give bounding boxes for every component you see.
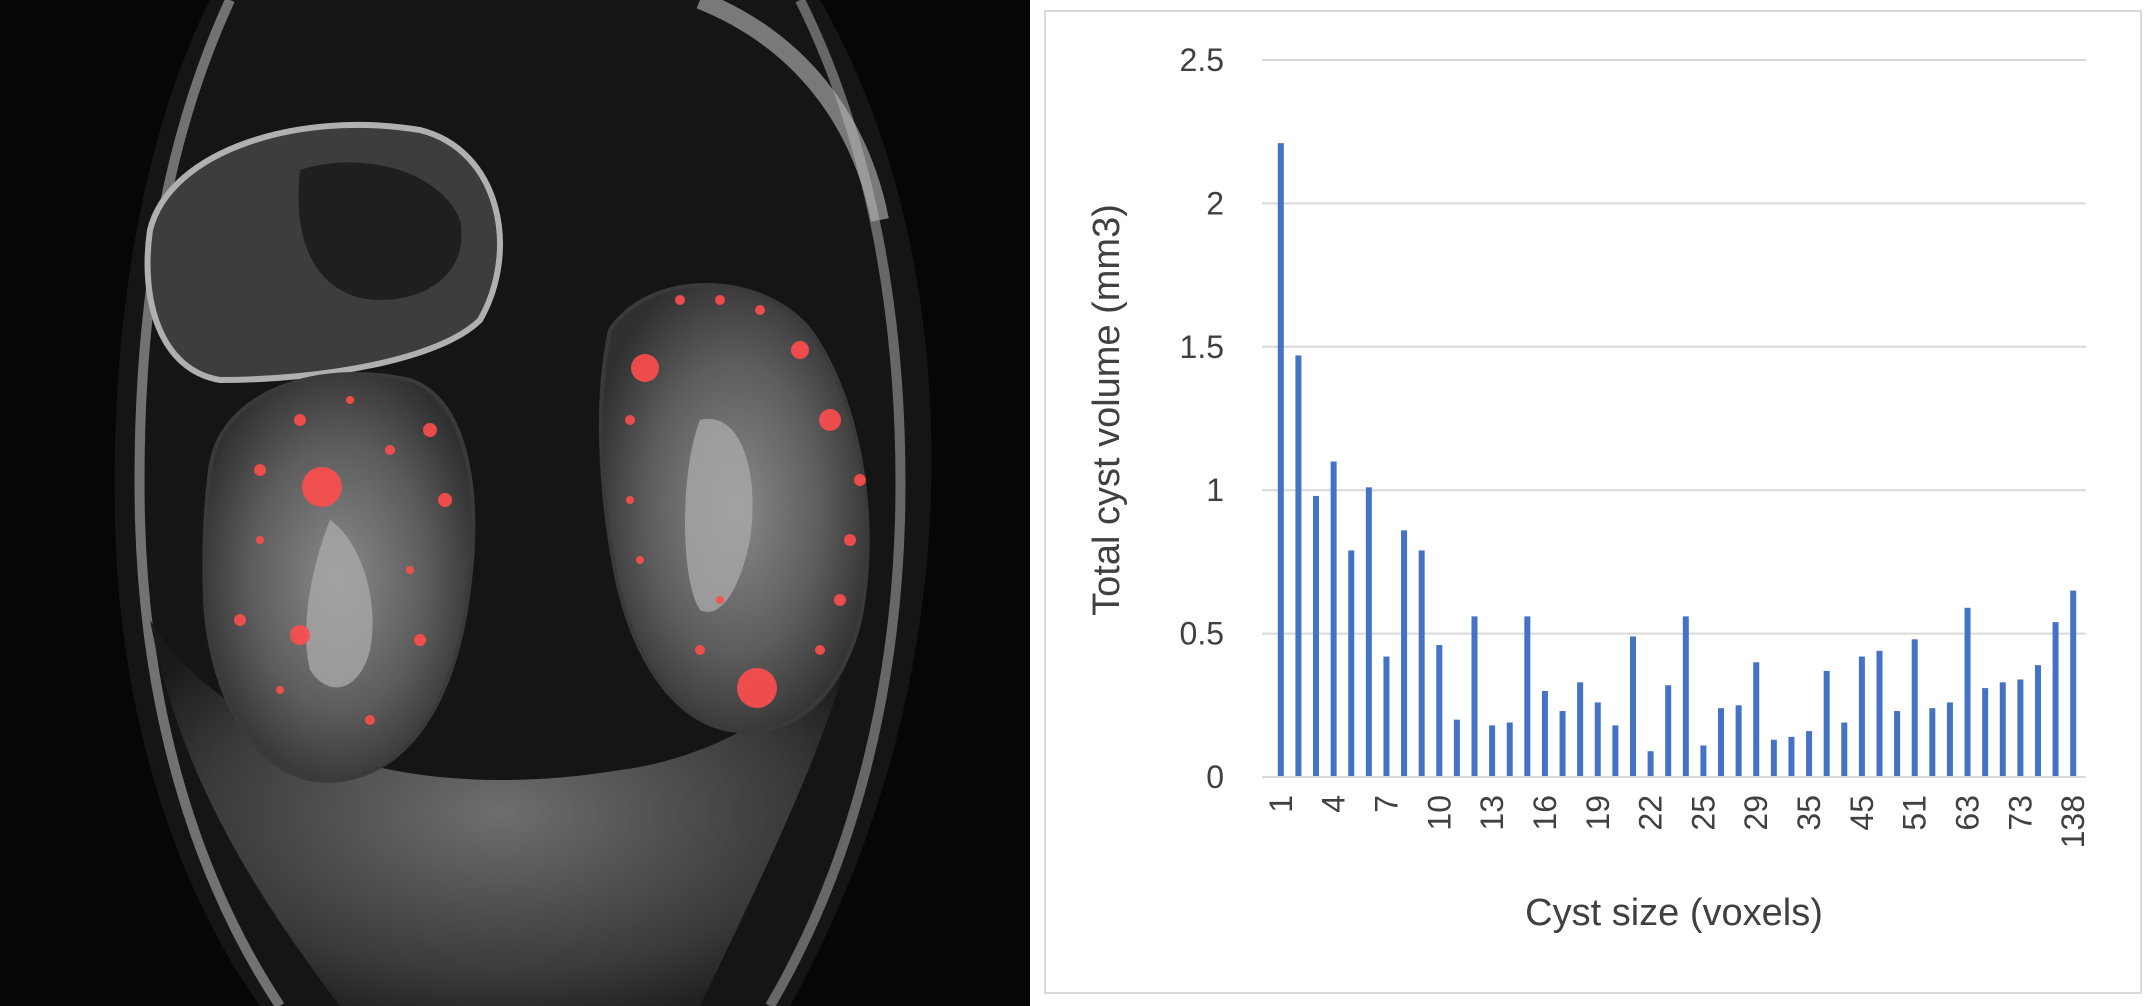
bar (1999, 682, 2006, 777)
bar (1753, 662, 1760, 777)
x-tick-label: 19 (1580, 795, 1616, 831)
x-tick-labels: 1 4 7 10 13 16 19 22 25 29 35 45 51 63 73 138 (1263, 795, 2091, 848)
x-tick-label: 35 (1791, 795, 1827, 831)
y-tick-label: 2.5 (1180, 42, 1224, 78)
x-tick-label: 51 (1897, 795, 1933, 831)
x-tick-label: 10 (1421, 795, 1457, 831)
y-tick-label: 0.5 (1180, 616, 1224, 652)
x-tick-label: 138 (2055, 795, 2091, 848)
bar (1506, 722, 1513, 777)
bar (1295, 355, 1302, 777)
bar (1277, 143, 1284, 777)
x-tick-label: 29 (1738, 795, 1774, 831)
chart-frame (1044, 10, 2142, 994)
x-tick-label: 45 (1844, 795, 1880, 831)
bar (1629, 636, 1636, 777)
bar (1858, 656, 1865, 777)
x-tick-label: 22 (1633, 795, 1669, 831)
bar (2017, 679, 2024, 777)
bar (2070, 590, 2077, 777)
y-tick-label: 2 (1206, 185, 1224, 221)
bar (1401, 530, 1408, 777)
x-tick-label: 73 (2002, 795, 2038, 831)
bar (1594, 702, 1601, 777)
bar (1876, 650, 1883, 777)
y-tick-label: 1 (1206, 472, 1224, 508)
bar (2034, 665, 2041, 777)
x-tick-label: 7 (1368, 795, 1404, 813)
bar (1770, 739, 1777, 777)
bar (1541, 690, 1548, 777)
bar (1383, 656, 1390, 777)
bar (1365, 487, 1372, 777)
x-tick-label: 1 (1263, 795, 1299, 813)
bar (1964, 607, 1971, 777)
bar (1436, 645, 1443, 777)
bar (1647, 751, 1654, 777)
x-tick-label: 13 (1474, 795, 1510, 831)
y-axis-title: Total cyst volume (mm3) (1086, 204, 1128, 616)
bar (1682, 616, 1689, 777)
bar (1929, 708, 1936, 777)
bar (1471, 616, 1478, 777)
bars (1277, 143, 2077, 777)
bar (1665, 685, 1672, 777)
bar (1718, 708, 1725, 777)
bar (1911, 639, 1918, 777)
mri-drawing (0, 0, 1030, 1006)
bar (1524, 616, 1531, 777)
bar (1982, 688, 1989, 777)
bar (1559, 711, 1566, 777)
bar (1946, 702, 1953, 777)
x-tick-label: 16 (1527, 795, 1563, 831)
mri-image (0, 0, 1030, 1006)
bar (1330, 461, 1337, 777)
bar (1700, 745, 1707, 777)
x-tick-label: 4 (1316, 795, 1352, 813)
bar-chart: 00.511.522.5 1 4 7 10 13 16 19 22 25 29 35 45 51 63 73… (1086, 42, 2091, 934)
y-tick-labels: 0 0.5 1 1.5 2 2.5 (1180, 42, 1224, 795)
bar (1806, 731, 1813, 777)
bar (1841, 722, 1848, 777)
bar (1348, 550, 1355, 777)
gridlines (1262, 59, 2086, 635)
bar (1823, 670, 1830, 777)
bar (1612, 725, 1619, 777)
bar (2052, 622, 2059, 777)
bar (1418, 550, 1425, 777)
bar (1577, 682, 1584, 777)
bar (1788, 736, 1795, 777)
y-tick-label: 1.5 (1180, 329, 1224, 365)
x-tick-label: 25 (1685, 795, 1721, 831)
bar (1313, 495, 1320, 777)
y-tick-label: 0 (1206, 759, 1224, 795)
x-tick-label: 63 (1950, 795, 1986, 831)
bar (1735, 705, 1742, 777)
x-axis-title: Cyst size (voxels) (1525, 892, 1823, 934)
bar (1894, 711, 1901, 777)
bar (1453, 719, 1460, 777)
bar (1489, 725, 1496, 777)
